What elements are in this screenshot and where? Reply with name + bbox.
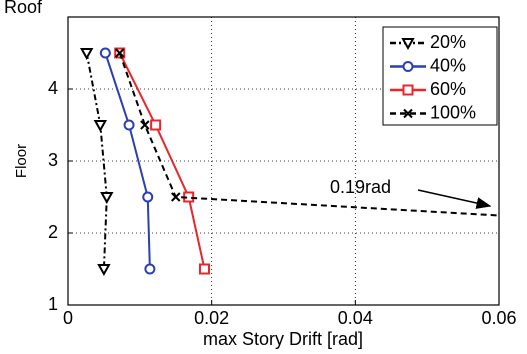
y-tick-label: 1 xyxy=(48,294,58,314)
y-tick-label: 2 xyxy=(48,222,58,242)
marker xyxy=(198,263,210,275)
legend-label: 40% xyxy=(430,55,466,75)
series-line xyxy=(118,52,206,270)
marker xyxy=(97,264,111,277)
marker xyxy=(140,120,150,130)
marker xyxy=(150,119,162,131)
marker xyxy=(100,192,114,205)
y-axis-label: Floor xyxy=(13,144,30,178)
marker xyxy=(401,38,415,51)
series-line xyxy=(118,52,499,217)
plot xyxy=(79,47,499,277)
series-line xyxy=(104,52,151,270)
y-tick-label: 3 xyxy=(48,150,58,170)
marker xyxy=(99,47,111,59)
marker xyxy=(79,48,94,61)
annotation: 0.19rad xyxy=(330,177,391,197)
x-tick-label: 0.06 xyxy=(481,308,516,328)
x-tick-label: 0 xyxy=(63,308,73,328)
y-tick-label: Roof xyxy=(4,0,43,17)
marker xyxy=(403,108,413,119)
marker xyxy=(402,61,414,72)
legend: 20% 40% 60% 100% xyxy=(390,32,476,122)
legend-label: 20% xyxy=(430,32,466,52)
marker xyxy=(123,119,135,131)
y-tick-label: 4 xyxy=(48,78,58,98)
marker xyxy=(142,191,154,203)
marker xyxy=(115,48,125,58)
marker xyxy=(144,263,156,275)
legend-label: 100% xyxy=(430,102,476,122)
marker xyxy=(171,192,181,202)
plot-frame xyxy=(67,16,500,306)
legend-label: 60% xyxy=(430,79,466,99)
x-tick-label: 0.04 xyxy=(338,308,373,328)
x-tick-label: 0.02 xyxy=(194,308,229,328)
x-axis-label: max Story Drift [rad] xyxy=(203,329,363,349)
legend-box xyxy=(382,26,498,126)
marker xyxy=(93,120,108,133)
marker xyxy=(402,84,414,96)
annotation-arrow xyxy=(417,189,492,209)
